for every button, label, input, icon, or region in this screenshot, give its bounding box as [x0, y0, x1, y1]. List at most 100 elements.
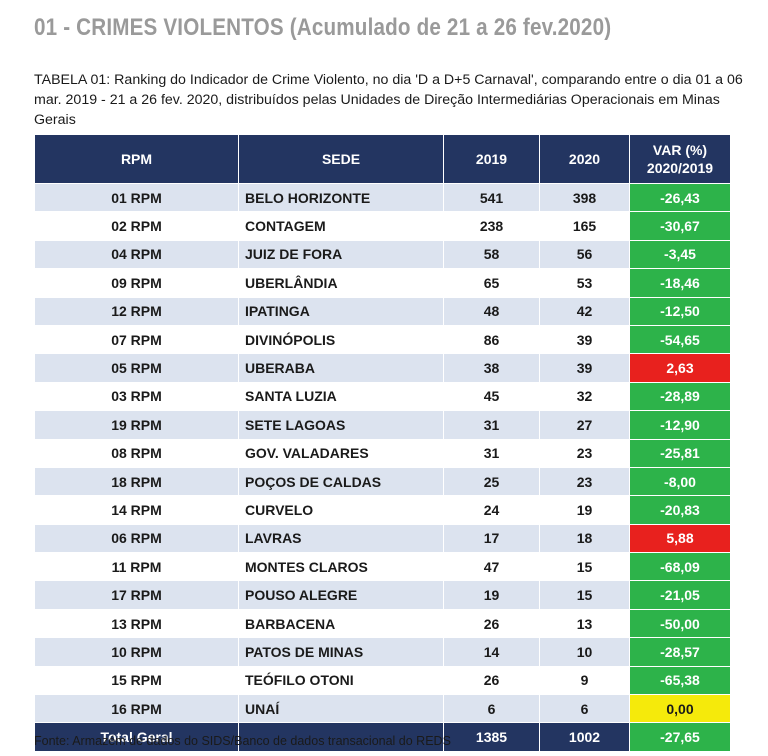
cell-2020: 15 [539, 580, 630, 610]
cell-2020: 27 [539, 410, 630, 440]
cell-var: -18,46 [629, 268, 731, 298]
col-header-2019: 2019 [443, 134, 540, 184]
cell-sede: GOV. VALADARES [238, 438, 444, 468]
col-header-var-line1: VAR (%) [652, 142, 708, 158]
table-row: 02 RPM CONTAGEM 238 165 -30,67 [34, 211, 731, 241]
cell-sede: BARBACENA [238, 608, 444, 639]
cell-2020: 39 [539, 353, 630, 383]
col-header-sede: SEDE [238, 134, 444, 184]
col-header-var-line2: 2020/2019 [646, 160, 714, 176]
cell-2019: 47 [443, 552, 540, 582]
cell-rpm: 07 RPM [34, 324, 239, 355]
cell-2020: 15 [539, 552, 630, 582]
cell-2019: 25 [443, 466, 540, 497]
cell-var: -26,43 [629, 182, 731, 213]
cell-var: -25,81 [629, 438, 731, 468]
cell-rpm: 14 RPM [34, 495, 239, 525]
source-note: Fonte: Armazém de dados do SIDS/Banco de… [34, 734, 451, 748]
cell-rpm: 16 RPM [34, 694, 239, 724]
cell-2019: 26 [443, 665, 540, 696]
cell-rpm: 05 RPM [34, 353, 239, 383]
cell-2019: 65 [443, 268, 540, 298]
cell-sede: LAVRAS [238, 523, 444, 554]
table-row: 09 RPM UBERLÂNDIA 65 53 -18,46 [34, 268, 731, 298]
col-header-var: VAR (%) 2020/2019 [629, 134, 731, 184]
cell-var: -12,50 [629, 296, 731, 326]
cell-var: -50,00 [629, 608, 731, 639]
cell-var: -54,65 [629, 324, 731, 355]
total-2020: 1002 [539, 722, 630, 753]
cell-rpm: 06 RPM [34, 523, 239, 554]
table-row: 17 RPM POUSO ALEGRE 19 15 -21,05 [34, 580, 731, 610]
cell-rpm: 03 RPM [34, 381, 239, 412]
ranking-table: RPM SEDE 2019 2020 VAR (%) 2020/2019 01 … [34, 134, 731, 753]
total-2019: 1385 [443, 722, 540, 753]
cell-rpm: 13 RPM [34, 608, 239, 639]
cell-var: -8,00 [629, 466, 731, 497]
cell-2019: 38 [443, 353, 540, 383]
table-row: 04 RPM JUIZ DE FORA 58 56 -3,45 [34, 239, 731, 270]
cell-2019: 24 [443, 495, 540, 525]
cell-sede: POÇOS DE CALDAS [238, 466, 444, 497]
table-row: 05 RPM UBERABA 38 39 2,63 [34, 353, 731, 383]
table-row: 12 RPM IPATINGA 48 42 -12,50 [34, 296, 731, 326]
cell-2019: 31 [443, 438, 540, 468]
cell-2020: 56 [539, 239, 630, 270]
cell-2020: 23 [539, 438, 630, 468]
cell-var: -28,57 [629, 637, 731, 667]
cell-sede: PATOS DE MINAS [238, 637, 444, 667]
table-row: 18 RPM POÇOS DE CALDAS 25 23 -8,00 [34, 466, 731, 497]
cell-rpm: 11 RPM [34, 552, 239, 582]
cell-var: 2,63 [629, 353, 731, 383]
cell-rpm: 17 RPM [34, 580, 239, 610]
cell-var: -28,89 [629, 381, 731, 412]
cell-2020: 23 [539, 466, 630, 497]
cell-sede: BELO HORIZONTE [238, 182, 444, 213]
cell-sede: SETE LAGOAS [238, 410, 444, 440]
cell-var: -3,45 [629, 239, 731, 270]
cell-2019: 48 [443, 296, 540, 326]
cell-var: 0,00 [629, 694, 731, 724]
table-row: 03 RPM SANTA LUZIA 45 32 -28,89 [34, 381, 731, 412]
table-row: 11 RPM MONTES CLAROS 47 15 -68,09 [34, 552, 731, 582]
total-row: Total Geral 1385 1002 -27,65 [34, 722, 731, 753]
col-header-rpm: RPM [34, 134, 239, 184]
cell-sede: UBERABA [238, 353, 444, 383]
cell-sede: CONTAGEM [238, 211, 444, 241]
cell-2020: 19 [539, 495, 630, 525]
cell-2019: 86 [443, 324, 540, 355]
cell-rpm: 12 RPM [34, 296, 239, 326]
col-header-2020: 2020 [539, 134, 630, 184]
table-row: 08 RPM GOV. VALADARES 31 23 -25,81 [34, 438, 731, 468]
cell-2019: 26 [443, 608, 540, 639]
cell-var: -65,38 [629, 665, 731, 696]
table-caption: TABELA 01: Ranking do Indicador de Crime… [34, 72, 743, 128]
cell-var: -30,67 [629, 211, 731, 241]
cell-var: -20,83 [629, 495, 731, 525]
cell-rpm: 01 RPM [34, 182, 239, 213]
cell-2019: 14 [443, 637, 540, 667]
cell-2020: 18 [539, 523, 630, 554]
table-row: 16 RPM UNAÍ 6 6 0,00 [34, 694, 731, 724]
section-heading: 01 - CRIMES VIOLENTOS (Acumulado de 21 a… [34, 14, 612, 41]
cell-2019: 6 [443, 694, 540, 724]
table-row: 19 RPM SETE LAGOAS 31 27 -12,90 [34, 410, 731, 440]
cell-2020: 398 [539, 182, 630, 213]
table-row: 14 RPM CURVELO 24 19 -20,83 [34, 495, 731, 525]
cell-2020: 13 [539, 608, 630, 639]
cell-rpm: 18 RPM [34, 466, 239, 497]
total-var: -27,65 [629, 722, 731, 753]
cell-sede: POUSO ALEGRE [238, 580, 444, 610]
table-row: 13 RPM BARBACENA 26 13 -50,00 [34, 608, 731, 639]
cell-sede: UBERLÂNDIA [238, 268, 444, 298]
cell-2020: 42 [539, 296, 630, 326]
cell-2019: 45 [443, 381, 540, 412]
cell-sede: IPATINGA [238, 296, 444, 326]
cell-sede: CURVELO [238, 495, 444, 525]
cell-var: 5,88 [629, 523, 731, 554]
cell-2019: 58 [443, 239, 540, 270]
cell-var: -12,90 [629, 410, 731, 440]
cell-2020: 6 [539, 694, 630, 724]
cell-sede: DIVINÓPOLIS [238, 324, 444, 355]
cell-2020: 39 [539, 324, 630, 355]
